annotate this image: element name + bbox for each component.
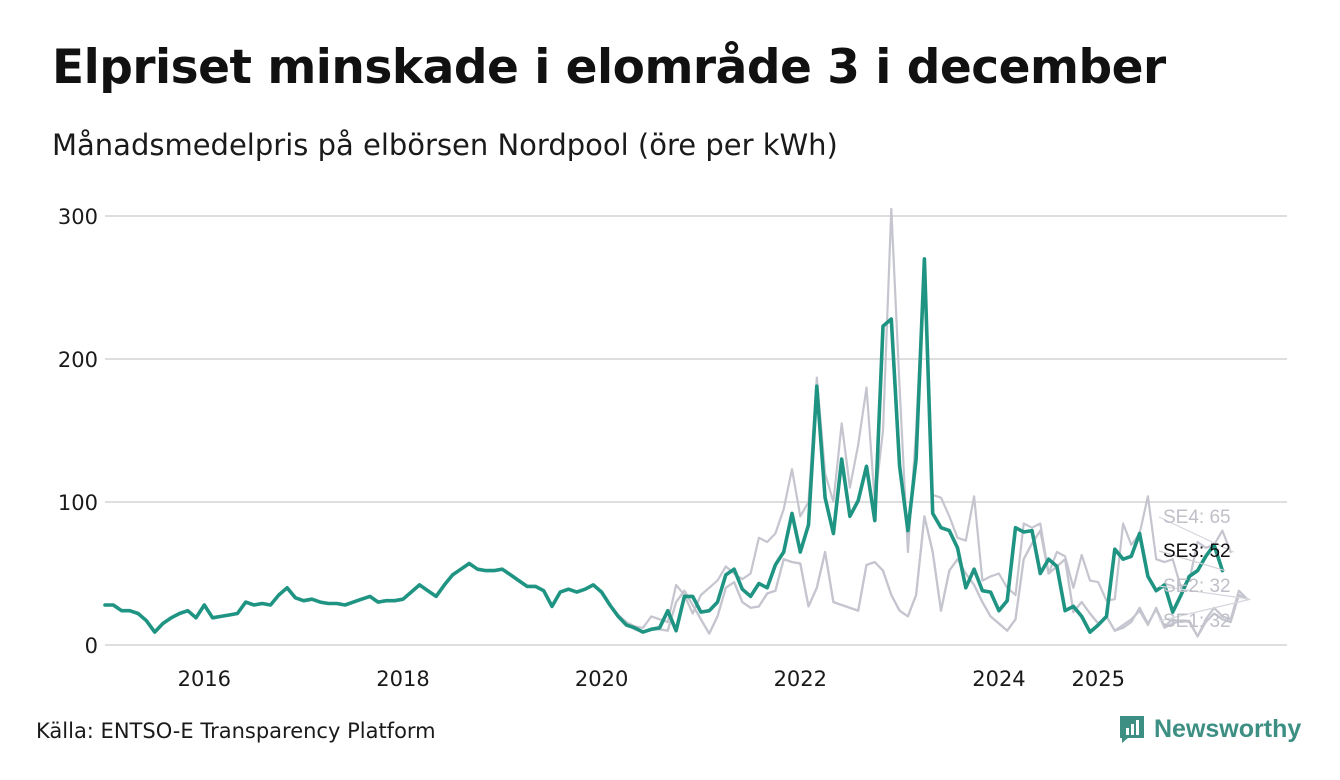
end-label-se1: SE1: 32 [1163, 611, 1231, 632]
leader-line-se4 [1158, 516, 1234, 553]
leader-line-se3 [1158, 550, 1226, 572]
y-tick-label-200: 200 [58, 348, 98, 372]
series-line-se3 [103, 257, 1225, 634]
y-tick-label-300: 300 [58, 205, 98, 229]
series-line-se4 [103, 207, 1232, 634]
brand-name: Newsworthy [1154, 714, 1302, 743]
y-tick-label-100: 100 [58, 491, 98, 515]
leader-line-se1 [1158, 598, 1251, 622]
line-chart: 0 100 200 300 2016 2018 2020 2022 2024 2025 SE1: 3… [58, 205, 1287, 691]
brand-logo: Newsworthy [1118, 714, 1301, 744]
end-label-se2: SE2: 32 [1163, 576, 1231, 597]
x-tick-label-2025: 2025 [1072, 667, 1125, 691]
x-tick-label-2024: 2024 [972, 667, 1025, 691]
newsworthy-icon [1120, 716, 1144, 743]
end-label-se4: SE4: 65 [1163, 507, 1231, 528]
leader-line-se2 [1158, 585, 1251, 600]
end-label-se3: SE3: 52 [1163, 541, 1231, 562]
x-tick-label-2016: 2016 [178, 667, 231, 691]
chart-title: Elpriset minskade i elområde 3 i decembe… [52, 40, 1166, 95]
x-tick-label-2022: 2022 [774, 667, 827, 691]
x-tick-label-2020: 2020 [575, 667, 628, 691]
y-tick-label-0: 0 [85, 634, 98, 658]
x-tick-label-2018: 2018 [376, 667, 429, 691]
chart-subtitle: Månadsmedelpris på elbörsen Nordpool (ör… [52, 128, 838, 162]
source-note: Källa: ENTSO-E Transparency Platform [36, 719, 436, 743]
